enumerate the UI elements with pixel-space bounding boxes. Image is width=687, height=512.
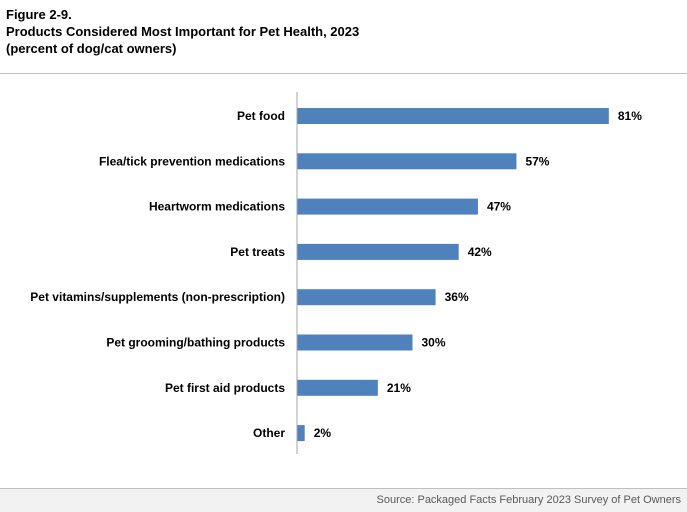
category-label: Pet treats [230,245,285,259]
source-note: Source: Packaged Facts February 2023 Sur… [376,494,681,506]
value-label: 21% [387,381,411,395]
bar [297,289,436,306]
figure-header: Figure 2-9. Products Considered Most Imp… [6,6,359,57]
bars-layer [297,108,609,442]
value-label: 30% [422,336,446,350]
category-labels: Pet food Flea/tick prevention medications… [30,109,285,440]
value-label: 81% [618,109,642,123]
bar [297,243,459,260]
bar [297,198,478,215]
category-label: Pet grooming/bathing products [106,336,285,350]
category-label: Pet vitamins/supplements (non-prescripti… [30,290,285,304]
bar [297,108,609,124]
bar [297,425,305,442]
bar [297,334,413,351]
footer-bar: Source: Packaged Facts February 2023 Sur… [0,489,687,512]
value-label: 42% [468,245,492,259]
figure-title: Products Considered Most Important for P… [6,24,360,39]
category-label: Other [253,426,285,440]
category-label: Pet first aid products [165,381,285,395]
figure-subtitle: (percent of dog/cat owners) [6,41,177,56]
value-labels: 81% 57% 47% 42% 36% 30% 21% 2% [314,109,642,440]
category-label: Flea/tick prevention medications [99,154,285,168]
bar [297,379,378,396]
header-divider [0,73,687,74]
footer-divider [0,488,687,489]
category-label: Pet food [237,109,285,123]
value-label: 47% [487,200,511,214]
value-label: 2% [314,426,332,440]
bar [297,153,517,170]
figure-label: Figure 2-9. [6,7,72,22]
category-label: Heartworm medications [149,200,285,214]
value-label: 57% [525,154,549,168]
value-label: 36% [445,290,469,304]
